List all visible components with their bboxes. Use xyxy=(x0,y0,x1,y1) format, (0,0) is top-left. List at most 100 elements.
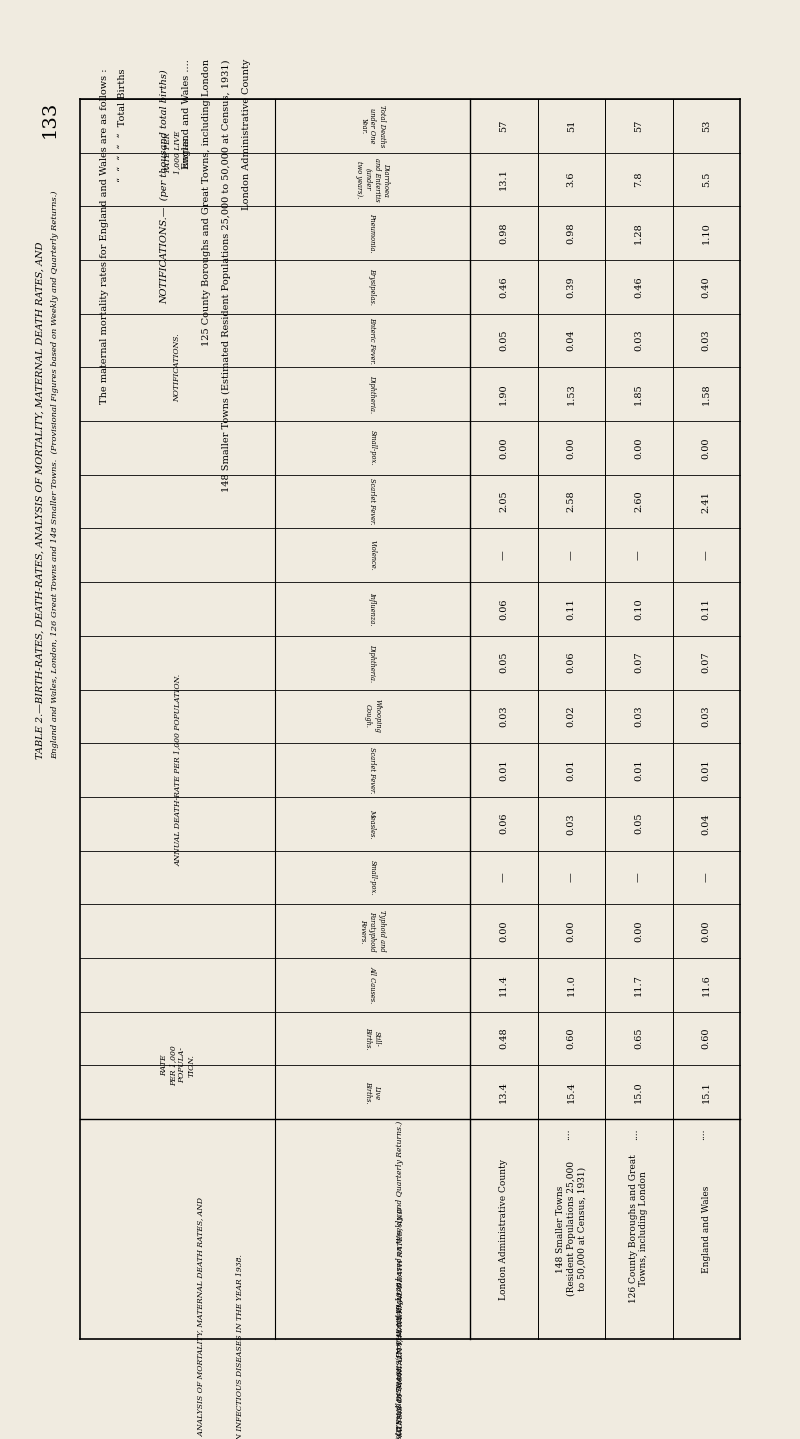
Text: 2.41: 2.41 xyxy=(702,491,710,512)
Text: 15.0: 15.0 xyxy=(634,1081,643,1102)
Text: 57: 57 xyxy=(499,119,508,132)
Text: 11.6: 11.6 xyxy=(702,974,710,996)
Text: RATE PER
1,000 LIVE
BIRTHS.: RATE PER 1,000 LIVE BIRTHS. xyxy=(164,131,190,174)
Text: 0.11: 0.11 xyxy=(566,599,576,620)
Text: 0.04: 0.04 xyxy=(566,330,576,351)
Text: 53: 53 xyxy=(702,119,710,132)
Text: 0.06: 0.06 xyxy=(499,813,508,835)
Text: —: — xyxy=(499,551,508,560)
Text: 1.28: 1.28 xyxy=(634,223,643,245)
Text: 0.03: 0.03 xyxy=(566,813,576,835)
Text: RATE
PER 1,000
POPULA-
TION.: RATE PER 1,000 POPULA- TION. xyxy=(160,1045,195,1085)
Text: ....: .... xyxy=(630,1128,638,1140)
Text: 0.00: 0.00 xyxy=(634,921,643,943)
Text: TABLE 2.—BIRTH-RATES, DEATH-RATES, ANALYSIS OF MORTALITY, MATERNAL DEATH RATES, : TABLE 2.—BIRTH-RATES, DEATH-RATES, ANALY… xyxy=(396,1206,404,1439)
Text: England and Wales ....: England and Wales .... xyxy=(182,59,191,168)
Text: 0.10: 0.10 xyxy=(634,599,643,620)
Text: Enteric Fever.: Enteric Fever. xyxy=(369,317,377,364)
Text: Influenza.: Influenza. xyxy=(369,593,377,626)
Text: 3.6: 3.6 xyxy=(566,171,576,187)
Text: 0.00: 0.00 xyxy=(702,921,710,943)
Text: England and Wales, London, 126 Great Towns and 148 Smaller Towns.  (Provisional : England and Wales, London, 126 Great Tow… xyxy=(396,1121,404,1439)
Text: NOTIFICATIONS.—  (per thousand total births): NOTIFICATIONS.— (per thousand total birt… xyxy=(160,69,169,304)
Text: 1.85: 1.85 xyxy=(634,383,643,404)
Text: Diphtheria.: Diphtheria. xyxy=(369,376,377,413)
Text: Small-pox.: Small-pox. xyxy=(369,430,377,466)
Text: 0.00: 0.00 xyxy=(499,921,508,943)
Text: 0.02: 0.02 xyxy=(566,705,576,727)
Text: Whooping
Cough.: Whooping Cough. xyxy=(364,699,381,734)
Text: 0.39: 0.39 xyxy=(566,276,576,298)
Text: Pneumonia.: Pneumonia. xyxy=(369,213,377,253)
Text: 0.01: 0.01 xyxy=(566,760,576,781)
Text: CASE-RATES FOR CERTAIN INFECTIOUS DISEASES IN THE YEAR 1938.: CASE-RATES FOR CERTAIN INFECTIOUS DISEAS… xyxy=(396,1279,404,1439)
Text: —: — xyxy=(702,872,710,882)
Text: 0.05: 0.05 xyxy=(499,652,508,673)
Text: —: — xyxy=(566,551,576,560)
Text: TABLE 2.—BIRTH-RATES, DEATH-RATES, ANALYSIS OF MORTALITY, MATERNAL DEATH RATES, : TABLE 2.—BIRTH-RATES, DEATH-RATES, ANALY… xyxy=(196,1196,204,1439)
Text: CASE-RATES FOR CERTAIN INFECTIOUS DISEASES IN THE YEAR 1938.: CASE-RATES FOR CERTAIN INFECTIOUS DISEAS… xyxy=(236,1253,244,1439)
Text: London Administrative County: London Administrative County xyxy=(242,59,251,210)
Text: 0.46: 0.46 xyxy=(634,276,643,298)
Text: “  “  “  “  “  Total Births: “ “ “ “ “ Total Births xyxy=(118,69,127,183)
Text: 0.05: 0.05 xyxy=(634,813,643,835)
Text: 0.65: 0.65 xyxy=(634,1027,643,1049)
Text: The maternal mortality rates for England and Wales are as follows :: The maternal mortality rates for England… xyxy=(100,69,109,404)
Text: 0.07: 0.07 xyxy=(702,652,710,673)
Text: 0.00: 0.00 xyxy=(634,437,643,459)
Text: 0.03: 0.03 xyxy=(702,705,710,727)
Text: 0.03: 0.03 xyxy=(499,705,508,727)
Text: Typhoid and
Paratyphoid
Fevers.: Typhoid and Paratyphoid Fevers. xyxy=(359,911,386,953)
Text: 0.60: 0.60 xyxy=(566,1027,576,1049)
Text: 0.98: 0.98 xyxy=(499,223,508,245)
Text: 51: 51 xyxy=(566,119,576,132)
Text: 126 County Boroughs and Great
Towns, including London: 126 County Boroughs and Great Towns, inc… xyxy=(629,1154,649,1304)
Text: Live
Births.: Live Births. xyxy=(364,1081,381,1104)
Text: 57: 57 xyxy=(634,119,643,132)
Text: 15.4: 15.4 xyxy=(566,1081,576,1104)
Text: ANNUAL DEATH-RATE PER 1,000 POPULATION.: ANNUAL DEATH-RATE PER 1,000 POPULATION. xyxy=(174,673,182,866)
Text: London Administrative County: London Administrative County xyxy=(499,1158,508,1299)
Text: —: — xyxy=(634,872,643,882)
Text: 0.05: 0.05 xyxy=(499,330,508,351)
Text: 0.03: 0.03 xyxy=(702,330,710,351)
Text: 13.4: 13.4 xyxy=(499,1081,508,1104)
Text: 0.01: 0.01 xyxy=(634,760,643,781)
Text: 0.40: 0.40 xyxy=(702,276,710,298)
Text: Small-pox.: Small-pox. xyxy=(369,859,377,895)
Text: 2.58: 2.58 xyxy=(566,491,576,512)
Text: —: — xyxy=(634,551,643,560)
Text: 133: 133 xyxy=(41,101,59,138)
Text: 11.7: 11.7 xyxy=(634,974,643,996)
Text: 1.53: 1.53 xyxy=(566,383,576,406)
Text: 11.4: 11.4 xyxy=(499,974,508,996)
Text: Diarrhoea
and Enteritis
(under
two years).: Diarrhoea and Enteritis (under two years… xyxy=(354,158,390,201)
Text: Diphtheria.: Diphtheria. xyxy=(369,643,377,682)
Text: 1.90: 1.90 xyxy=(499,383,508,404)
Text: 0.11: 0.11 xyxy=(702,599,710,620)
Text: —: — xyxy=(566,872,576,882)
Text: Measles.: Measles. xyxy=(369,809,377,839)
Text: 11.0: 11.0 xyxy=(566,974,576,996)
Text: 5.5: 5.5 xyxy=(702,171,710,187)
Text: ....: .... xyxy=(562,1128,571,1140)
Text: England and Wales: England and Wales xyxy=(702,1186,710,1272)
Text: Scarlet Fever.: Scarlet Fever. xyxy=(369,747,377,793)
Text: 0.03: 0.03 xyxy=(634,705,643,727)
Text: 0.01: 0.01 xyxy=(499,760,508,781)
Text: Violence.: Violence. xyxy=(369,540,377,571)
Text: Scarlet Fever.: Scarlet Fever. xyxy=(369,478,377,525)
Text: 2.60: 2.60 xyxy=(634,491,643,512)
Text: 0.03: 0.03 xyxy=(634,330,643,351)
Text: 15.1: 15.1 xyxy=(702,1081,710,1104)
Text: England and Wales, London, 126 Great Towns and 148 Smaller Towns.  (Provisional : England and Wales, London, 126 Great Tow… xyxy=(51,190,59,758)
Text: 0.06: 0.06 xyxy=(566,652,576,673)
Text: —: — xyxy=(499,872,508,882)
Text: 0.98: 0.98 xyxy=(566,223,576,245)
Text: TABLE 2.—BIRTH-RATES, DEATH-RATES, ANALYSIS OF MORTALITY, MATERNAL DEATH RATES, : TABLE 2.—BIRTH-RATES, DEATH-RATES, ANALY… xyxy=(35,242,45,758)
Text: All Causes.: All Causes. xyxy=(369,966,377,1003)
Text: Still-
Births.: Still- Births. xyxy=(364,1027,381,1049)
Text: 125 County Boroughs and Great Towns, including London: 125 County Boroughs and Great Towns, inc… xyxy=(202,59,211,345)
Text: 0.46: 0.46 xyxy=(499,276,508,298)
Text: Total Deaths
under One
Year.: Total Deaths under One Year. xyxy=(359,105,386,147)
